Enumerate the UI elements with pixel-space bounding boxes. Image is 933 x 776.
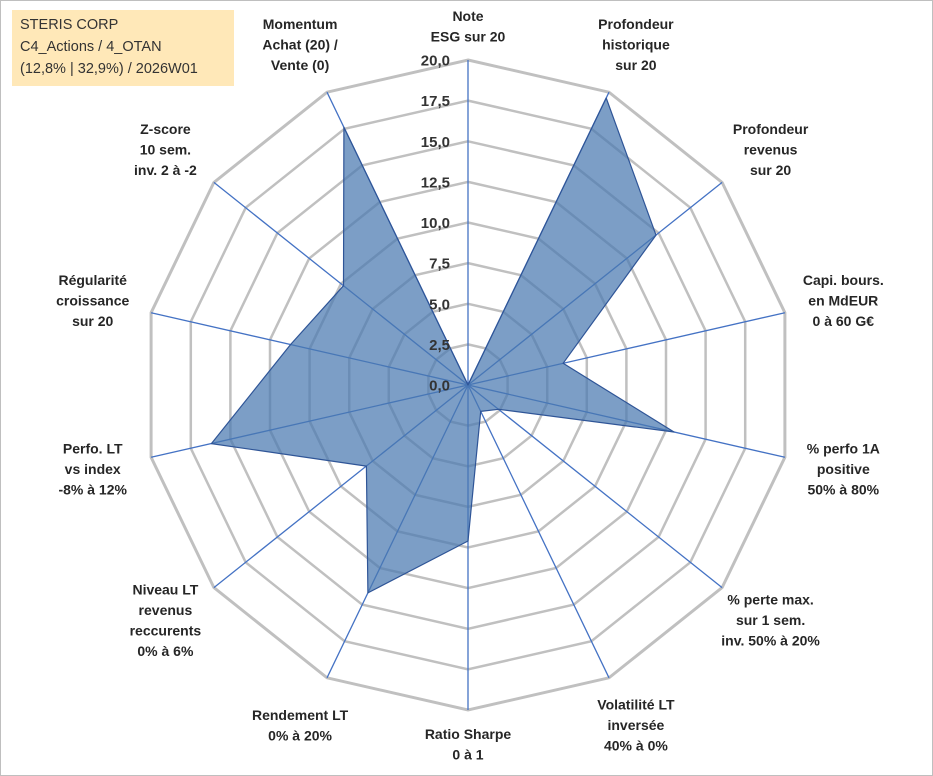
tick-label: 15,0 — [421, 134, 450, 151]
axis-label: Note ESG sur 20 — [431, 8, 506, 45]
axis-label: Niveau LT revenus reccurents 0% à 6% — [130, 582, 202, 660]
axis-label: Momentum Achat (20) / Vente (0) — [262, 16, 338, 73]
axis-spoke — [467, 384, 610, 679]
tick-label: 2,5 — [429, 337, 450, 354]
tick-label: 17,5 — [421, 93, 450, 110]
axis-label: Profondeur revenus sur 20 — [733, 121, 809, 178]
axis-labels: Note ESG sur 20 Profondeur historique sur 20… — [56, 8, 884, 763]
axis-label: % perfo 1A positive 50% à 80% — [807, 440, 880, 497]
axis-label: Volatilité LT inversée 40% à 0% — [597, 697, 675, 754]
axis-label: Régularité croissance sur 20 — [56, 272, 129, 329]
axis-label: Z-score 10 sem. inv. 2 à -2 — [134, 121, 197, 178]
company-name: STERIS CORP — [20, 17, 119, 33]
axis-label: Profondeur historique sur 20 — [598, 16, 674, 73]
axis-label: Ratio Sharpe 0 à 1 — [425, 726, 512, 763]
radial-tick-labels: 0,0 2,5 5,0 7,5 10,0 12,5 15,0 17,5 20,0 — [421, 53, 450, 395]
portfolio-category: C4_Actions / 4_OTAN — [20, 39, 162, 55]
performance-period: (12,8% | 32,9%) / 2026W01 — [20, 61, 198, 77]
tick-label: 12,5 — [421, 174, 450, 191]
axis-label: % perte max. sur 1 sem. inv. 50% à 20% — [721, 592, 820, 649]
tick-label: 0,0 — [429, 378, 450, 395]
radar-series — [210, 97, 675, 594]
tick-label: 7,5 — [429, 256, 450, 273]
tick-label: 20,0 — [421, 53, 450, 70]
axis-spoke — [467, 384, 723, 589]
axis-label: Perfo. LT vs index -8% à 12% — [58, 440, 127, 497]
tick-label: 10,0 — [421, 215, 450, 232]
tick-label: 5,0 — [429, 296, 450, 313]
axis-label: Capi. bours. en MdEUR 0 à 60 G€ — [803, 272, 884, 329]
info-box: STERIS CORP C4_Actions / 4_OTAN (12,8% |… — [12, 10, 234, 86]
axis-label: Rendement LT 0% à 20% — [252, 707, 349, 744]
